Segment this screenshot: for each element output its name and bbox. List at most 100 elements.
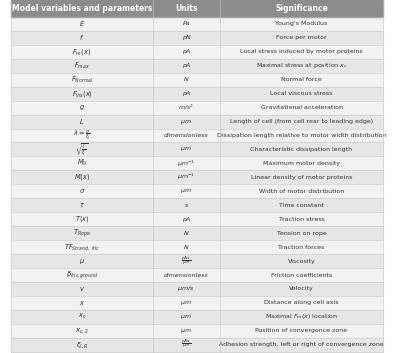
Text: Friction coefficients: Friction coefficients — [271, 273, 332, 277]
Text: Viscosity: Viscosity — [288, 258, 316, 264]
Text: $g$: $g$ — [79, 103, 85, 112]
Bar — [11, 282, 153, 296]
Bar — [11, 226, 153, 240]
Bar — [220, 198, 383, 212]
Text: Model variables and parameters: Model variables and parameters — [12, 4, 152, 13]
Bar — [220, 240, 383, 254]
Text: Traction stress: Traction stress — [279, 217, 324, 222]
Bar — [220, 338, 383, 352]
Bar — [153, 115, 220, 128]
Text: $\mu$m$^{-1}$: $\mu$m$^{-1}$ — [177, 172, 195, 183]
Text: $\frac{pAs}{\mu m}$: $\frac{pAs}{\mu m}$ — [181, 338, 191, 352]
Bar — [153, 86, 220, 101]
Text: $L$: $L$ — [79, 117, 85, 126]
Text: Maximum motor density: Maximum motor density — [263, 161, 340, 166]
Text: $E$: $E$ — [79, 19, 85, 28]
Text: $x$: $x$ — [79, 299, 85, 307]
Bar — [11, 115, 153, 128]
Bar — [153, 170, 220, 184]
Text: Time constant: Time constant — [279, 203, 324, 208]
Bar — [220, 184, 383, 198]
Bar — [11, 59, 153, 73]
Bar — [220, 226, 383, 240]
Bar — [153, 73, 220, 86]
Text: pA: pA — [182, 63, 190, 68]
Text: $\mu$m: $\mu$m — [180, 299, 192, 307]
Bar — [220, 101, 383, 115]
Bar — [11, 31, 153, 45]
Bar — [220, 296, 383, 310]
Bar — [11, 254, 153, 268]
Text: $x_c$: $x_c$ — [78, 312, 86, 322]
Text: Position of convergence zone: Position of convergence zone — [256, 328, 348, 333]
Bar — [153, 45, 220, 59]
Text: pA: pA — [182, 217, 190, 222]
Bar — [11, 310, 153, 324]
Bar — [153, 31, 220, 45]
Text: Distance along cell axis: Distance along cell axis — [264, 300, 339, 305]
Bar — [153, 184, 220, 198]
Text: $M(x)$: $M(x)$ — [74, 172, 90, 183]
Bar — [11, 143, 153, 156]
Bar — [153, 128, 220, 143]
Bar — [220, 212, 383, 226]
Bar — [153, 212, 220, 226]
Bar — [220, 310, 383, 324]
Text: $\mu$m: $\mu$m — [180, 313, 192, 321]
Text: Width of motor distribution: Width of motor distribution — [259, 189, 344, 194]
Bar — [220, 0, 383, 17]
Text: $T(x)$: $T(x)$ — [75, 214, 89, 224]
Bar — [11, 198, 153, 212]
Text: $F_{max}$: $F_{max}$ — [74, 61, 90, 71]
Bar — [220, 268, 383, 282]
Bar — [220, 254, 383, 268]
Text: N: N — [184, 245, 188, 250]
Bar — [11, 86, 153, 101]
Text: dimensionless: dimensionless — [164, 273, 208, 277]
Bar — [220, 59, 383, 73]
Bar — [11, 156, 153, 170]
Bar — [153, 59, 220, 73]
Text: Maximal stress at position $x_c$: Maximal stress at position $x_c$ — [256, 61, 348, 70]
Text: $TF_{Strand,\ fric}$: $TF_{Strand,\ fric}$ — [64, 242, 100, 252]
Text: $\mu$m: $\mu$m — [180, 187, 192, 195]
Bar — [153, 282, 220, 296]
Text: $\lambda = \frac{\sigma}{\xi_l}$: $\lambda = \frac{\sigma}{\xi_l}$ — [73, 128, 91, 143]
Bar — [11, 101, 153, 115]
Text: $f$: $f$ — [80, 33, 84, 42]
Bar — [11, 45, 153, 59]
Text: $\sigma$: $\sigma$ — [79, 187, 85, 195]
Bar — [153, 254, 220, 268]
Bar — [153, 324, 220, 338]
Text: Linear density of motor proteins: Linear density of motor proteins — [251, 175, 352, 180]
Text: Tension on rope: Tension on rope — [277, 231, 326, 236]
Bar — [220, 128, 383, 143]
Bar — [153, 101, 220, 115]
Text: N: N — [184, 231, 188, 236]
Bar — [153, 226, 220, 240]
Text: $T_{Rope}$: $T_{Rope}$ — [73, 227, 91, 239]
Text: Velocity: Velocity — [289, 287, 314, 292]
Text: Traction forces: Traction forces — [278, 245, 325, 250]
Text: $\tau$: $\tau$ — [79, 201, 85, 209]
Bar — [153, 296, 220, 310]
Text: $\mu$m: $\mu$m — [180, 145, 192, 154]
Text: pN: pN — [182, 35, 190, 40]
Bar — [220, 156, 383, 170]
Bar — [220, 282, 383, 296]
Bar — [11, 17, 153, 31]
Bar — [220, 170, 383, 184]
Text: m/s$^2$: m/s$^2$ — [178, 103, 194, 112]
Text: pA: pA — [182, 49, 190, 54]
Text: Local viscous stress: Local viscous stress — [270, 91, 333, 96]
Bar — [220, 324, 383, 338]
Text: $v$: $v$ — [79, 285, 85, 293]
Text: $\frac{pAs}{\mu m}$: $\frac{pAs}{\mu m}$ — [181, 255, 191, 268]
Bar — [220, 45, 383, 59]
Text: Young's Modulus: Young's Modulus — [276, 22, 328, 26]
Bar — [11, 338, 153, 352]
Bar — [220, 31, 383, 45]
Text: Significance: Significance — [275, 4, 328, 13]
Text: N: N — [184, 77, 188, 82]
Bar — [153, 198, 220, 212]
